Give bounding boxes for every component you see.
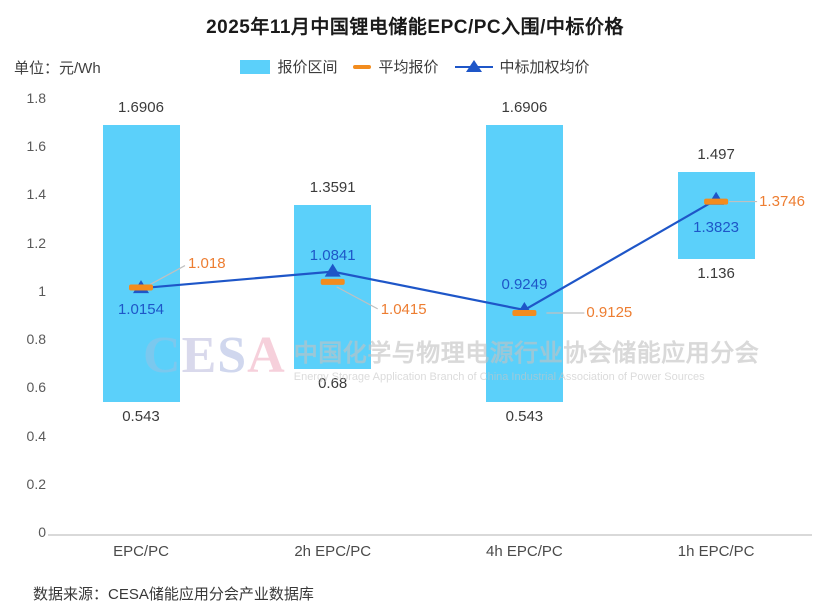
y-axis-tick: 0.4 (26, 427, 46, 444)
x-axis-label: 1h EPC/PC (677, 543, 755, 560)
range-bar[interactable] (485, 125, 563, 403)
weighted-line-triangle-icon (454, 59, 493, 74)
avg-value-label: 1.0415 (380, 300, 427, 318)
legend-item-range[interactable]: 报价区间 (240, 56, 337, 77)
y-axis-tick: 0 (38, 524, 46, 540)
avg-value-label: 1.3746 (759, 192, 805, 210)
bar-min-label: 0.543 (122, 408, 160, 426)
x-axis-line (48, 534, 812, 536)
y-axis-tick: 1.8 (26, 90, 46, 106)
weighted-value-label: 1.3823 (693, 218, 740, 236)
legend-weighted-label: 中标加权均价 (499, 59, 590, 76)
unit-label: 单位：元/Wh (14, 60, 101, 77)
y-axis-tick: 1.2 (26, 234, 46, 251)
data-source: 数据来源：CESA储能应用分会产业数据库 (33, 586, 314, 603)
y-axis-tick: 1 (38, 282, 46, 299)
y-axis-tick: 0.8 (26, 331, 46, 348)
y-axis-tick: 0.6 (26, 379, 46, 396)
legend-range-label: 报价区间 (277, 59, 338, 76)
range-bar[interactable] (294, 205, 372, 370)
legend: 报价区间 平均报价 中标加权均价 (0, 56, 830, 77)
legend-avg-label: 平均报价 (378, 59, 439, 76)
y-axis-tick: 0.2 (26, 475, 46, 492)
avg-value-label: 1.018 (188, 254, 226, 272)
y-axis-tick: 1.4 (26, 186, 46, 203)
bar-max-label: 1.497 (697, 146, 735, 164)
x-axis-label: EPC/PC (113, 543, 169, 560)
bar-max-label: 1.6906 (501, 99, 548, 117)
bar-min-label: 0.68 (318, 375, 348, 393)
range-bar[interactable] (102, 125, 180, 403)
x-axis-label: 4h EPC/PC (486, 543, 563, 560)
y-axis-tick: 1.6 (26, 138, 46, 155)
weighted-price-line (140, 198, 717, 312)
bar-min-label: 1.136 (697, 265, 735, 283)
bar-min-label: 0.543 (505, 408, 544, 426)
bar-max-label: 1.3591 (309, 179, 356, 197)
avg-dash-icon (353, 64, 372, 69)
page-title: 2025年11月中国锂电储能EPC/PC入围/中标价格 (206, 17, 624, 38)
range-swatch-icon (240, 59, 271, 74)
legend-item-avg[interactable]: 平均报价 (353, 56, 439, 77)
legend-item-weighted[interactable]: 中标加权均价 (454, 56, 590, 77)
range-bar[interactable] (677, 172, 755, 260)
avg-value-label: 0.9125 (586, 303, 633, 321)
weighted-value-label: 1.0154 (118, 301, 164, 319)
bar-max-label: 1.6906 (118, 99, 164, 117)
weighted-value-label: 0.9249 (501, 275, 548, 293)
x-axis-label: 2h EPC/PC (294, 543, 372, 560)
weighted-value-label: 1.0841 (309, 246, 356, 264)
